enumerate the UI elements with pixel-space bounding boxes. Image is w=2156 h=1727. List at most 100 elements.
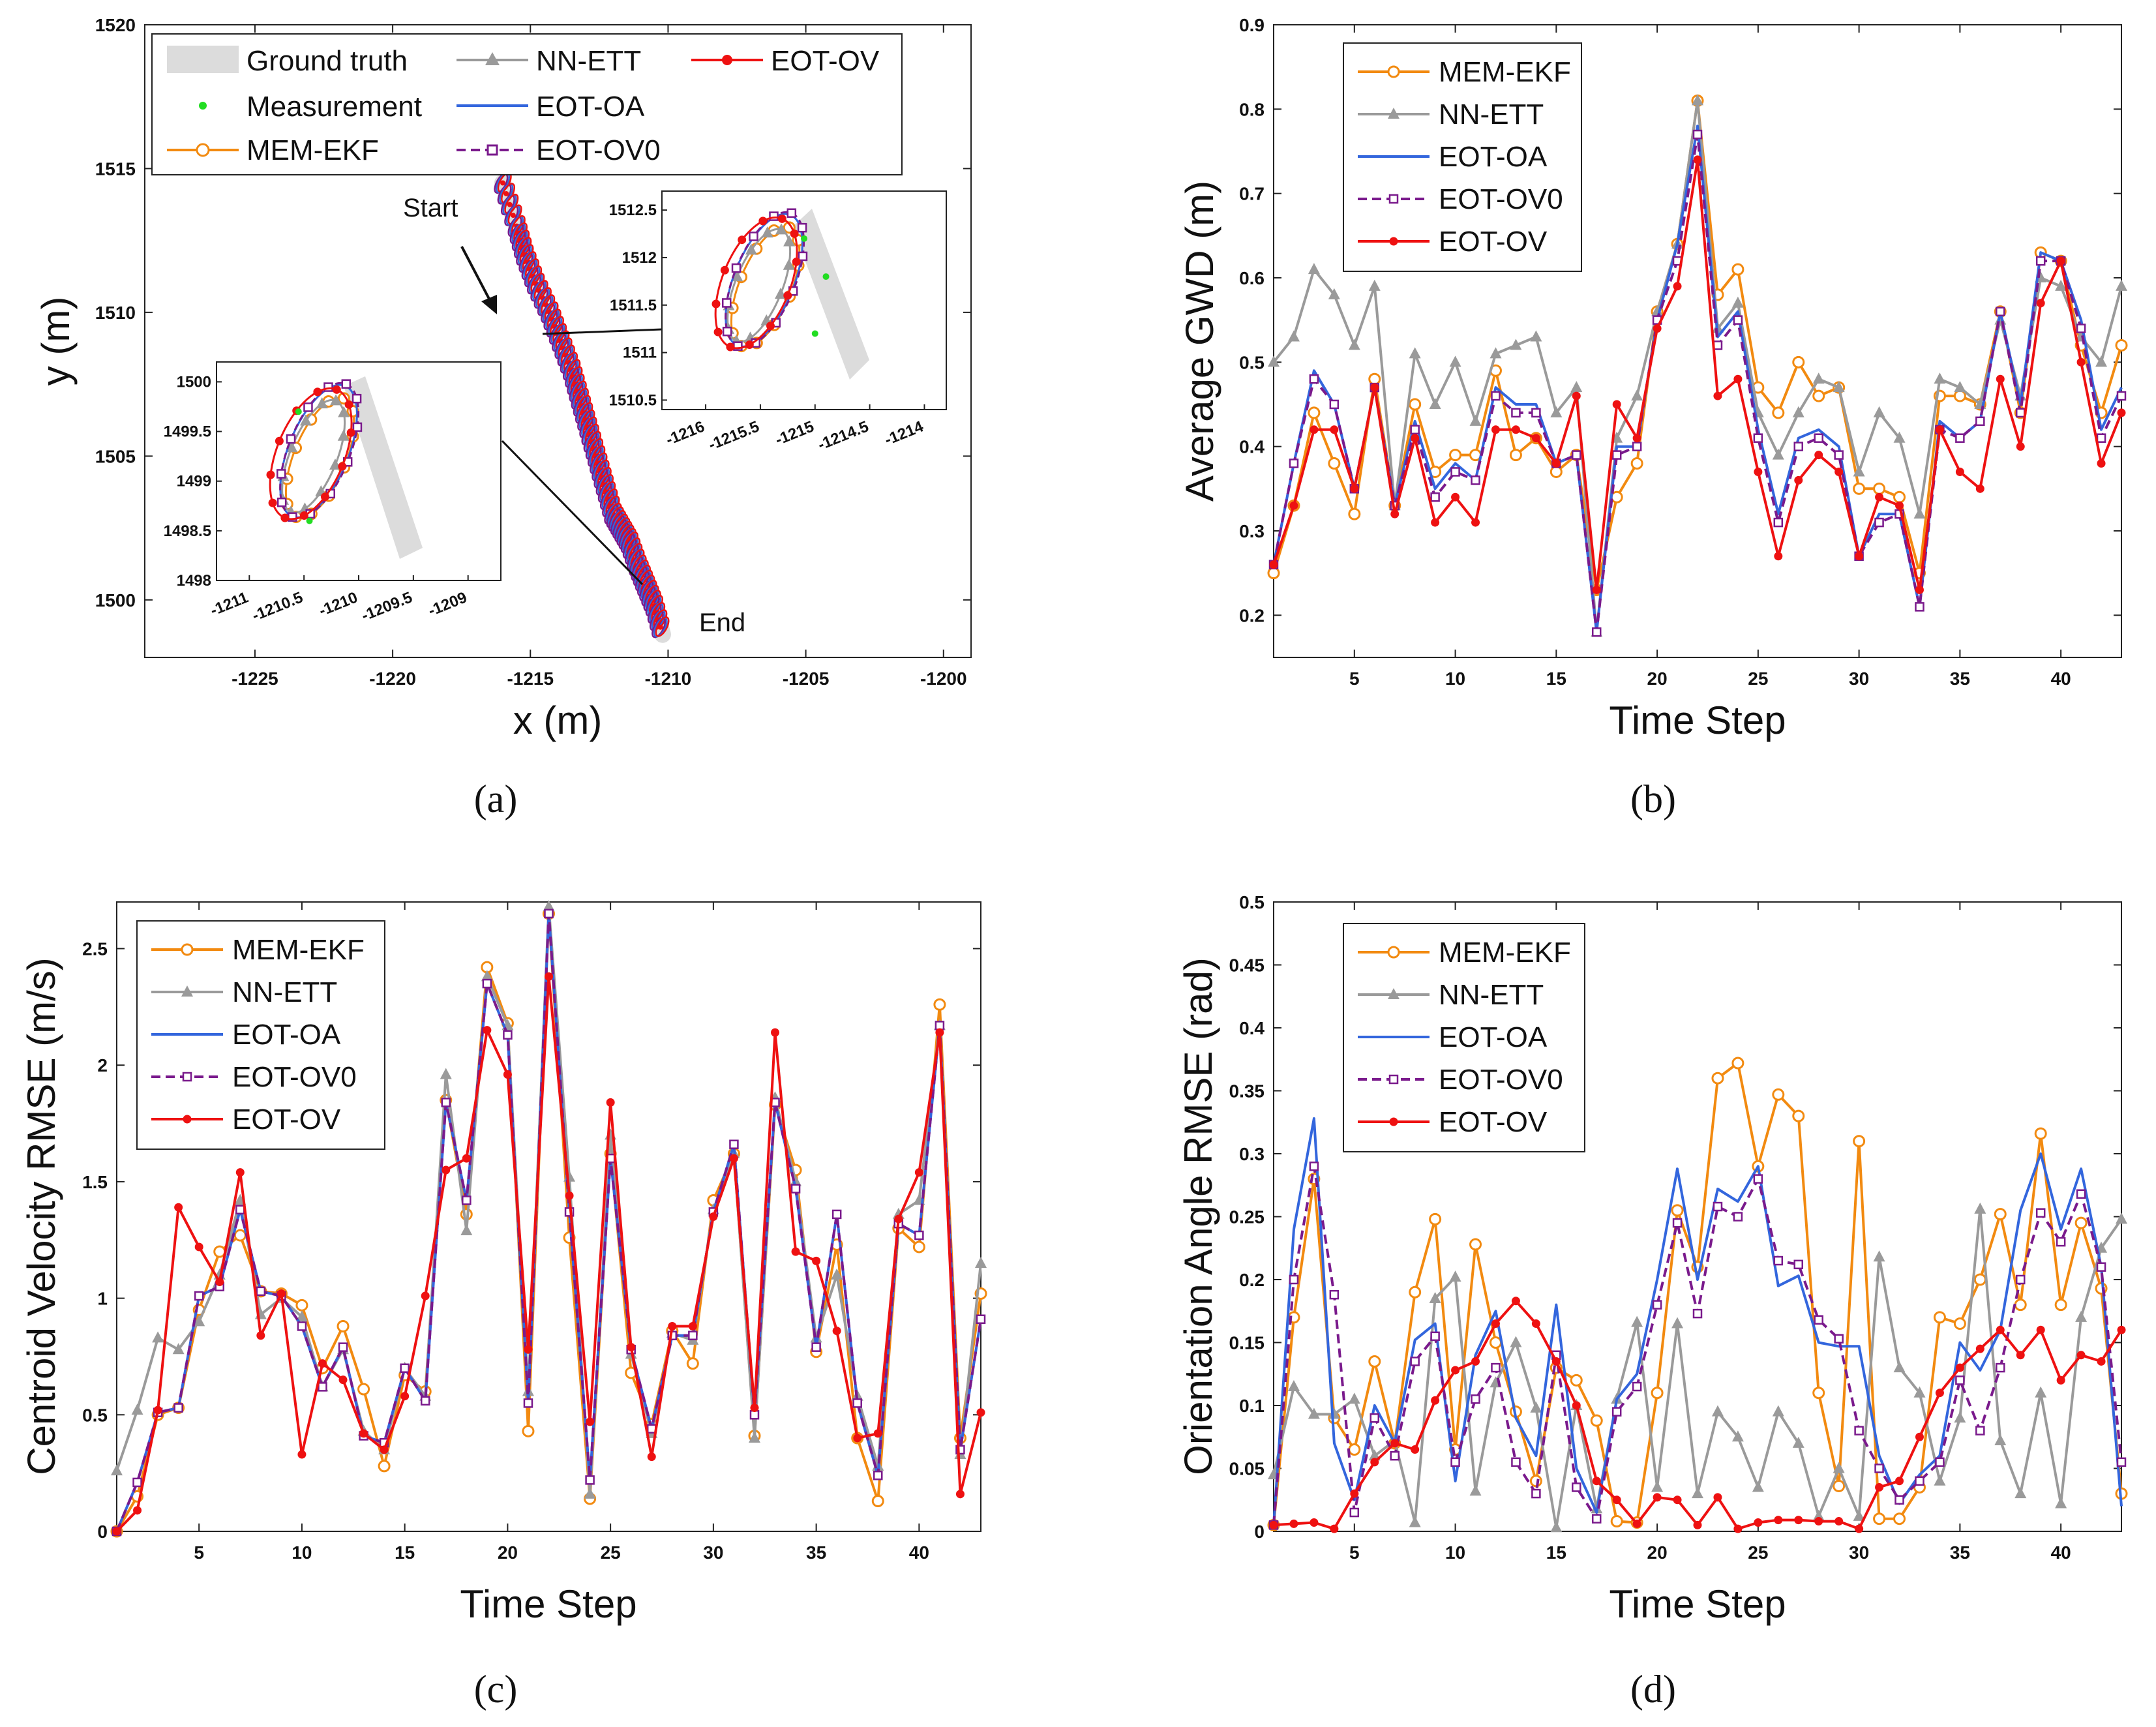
legend-box	[1343, 42, 1582, 272]
data-point	[1915, 1476, 1924, 1486]
data-point	[1692, 129, 1703, 140]
data-point	[153, 1405, 162, 1415]
inset-x-tick-label: -1216	[663, 418, 707, 449]
data-point	[522, 1424, 535, 1437]
data-point	[873, 1470, 883, 1480]
data-point	[1935, 425, 1944, 434]
data-point	[1632, 434, 1641, 443]
data-point	[2035, 1386, 2047, 1398]
data-point	[585, 1475, 595, 1485]
legend-label-nn-ett: NN-ETT	[1439, 98, 1544, 130]
data-point	[1590, 1414, 1603, 1427]
data-point	[1834, 467, 1844, 476]
data-point	[1328, 457, 1341, 470]
data-point	[235, 1205, 245, 1215]
data-point	[1793, 1259, 1804, 1270]
x-tick-label: 15	[395, 1542, 415, 1563]
data-point	[235, 1168, 245, 1177]
data-point	[1994, 1208, 2007, 1221]
data-point	[1491, 391, 1501, 401]
data-point	[215, 1278, 224, 1287]
data-point	[1349, 1507, 1360, 1518]
x-tick-label: 20	[1647, 668, 1668, 689]
inset-measurement	[811, 330, 818, 337]
data-point	[1773, 1255, 1784, 1266]
data-point	[1733, 1212, 1743, 1222]
data-point	[1390, 1439, 1400, 1448]
data-point	[172, 1343, 185, 1355]
data-point	[731, 263, 741, 273]
data-point	[1530, 1401, 1542, 1413]
y-tick-label: 2	[97, 1055, 108, 1075]
legend-eotov-label: EOT-OV	[771, 45, 880, 77]
data-point	[791, 1247, 800, 1256]
data-point	[750, 1404, 759, 1413]
data-point	[1431, 518, 1440, 527]
data-point	[2115, 338, 2128, 352]
data-point	[1269, 560, 1278, 569]
data-point	[1511, 1297, 1520, 1306]
data-point	[1570, 381, 1583, 393]
data-point	[1814, 451, 1823, 460]
data-point	[1792, 1109, 1805, 1122]
legend-measurement-marker	[199, 102, 207, 110]
data-point	[1490, 347, 1502, 359]
series-eot-oa	[1272, 1117, 2123, 1525]
data-point	[1287, 1380, 1300, 1392]
x-tick-label: 5	[1349, 1542, 1360, 1563]
y-axis-label: Centroid Velocity RMSE (m/s)	[20, 957, 63, 1475]
data-point	[775, 223, 788, 235]
x-tick-label: 10	[1445, 668, 1465, 689]
data-point	[783, 235, 796, 247]
x-tick-label: 5	[194, 1542, 204, 1563]
data-point	[181, 943, 194, 956]
data-point	[277, 469, 286, 479]
data-point	[1731, 1430, 1744, 1442]
data-point	[1793, 442, 1804, 451]
data-point	[1551, 1357, 1561, 1366]
data-point	[481, 970, 493, 982]
legend-measurement-label: Measurement	[247, 91, 422, 123]
caption-a: (a)	[474, 777, 518, 820]
data-point	[1975, 1426, 1985, 1435]
y-tick-label: 0.2	[1239, 1270, 1265, 1290]
start-arrowhead	[481, 295, 497, 314]
data-point	[1812, 1509, 1825, 1521]
data-point	[1996, 374, 2005, 383]
data-point	[1652, 1300, 1662, 1310]
data-point	[338, 462, 347, 471]
data-point	[713, 327, 723, 337]
data-point	[1772, 1405, 1784, 1417]
legend-label-nn-ett: NN-ETT	[232, 976, 337, 1008]
data-point	[2095, 355, 2108, 367]
legend-nnett-marker	[485, 52, 500, 65]
data-point	[1531, 1319, 1540, 1329]
data-point	[1632, 1381, 1642, 1392]
estimate-point	[510, 213, 516, 218]
data-point	[1915, 1432, 1924, 1441]
data-point	[1973, 1273, 1986, 1286]
data-point	[810, 1331, 822, 1343]
data-point	[955, 1490, 965, 1499]
data-point	[420, 1396, 430, 1406]
legend-label-eot-ov0: EOT-OV0	[1439, 183, 1563, 215]
legend-label-eot-oa: EOT-OA	[1439, 1021, 1548, 1053]
data-point	[1733, 315, 1743, 325]
data-point	[1387, 946, 1400, 959]
data-point	[303, 402, 313, 412]
caption-d: (d)	[1630, 1668, 1676, 1711]
y-tick-label: 0.5	[82, 1405, 108, 1425]
inset-y-tick-label: 1498.5	[164, 522, 211, 540]
data-point	[811, 1342, 821, 1352]
data-point	[1489, 1336, 1502, 1349]
data-point	[1429, 1291, 1441, 1303]
data-point	[1733, 1524, 1743, 1533]
data-point	[758, 217, 768, 226]
caption-b: (b)	[1630, 777, 1676, 820]
data-point	[440, 1068, 452, 1079]
data-point	[1409, 398, 1422, 411]
estimate-point	[507, 202, 513, 207]
data-point	[1935, 1457, 1945, 1467]
data-point	[688, 1330, 698, 1341]
data-point	[1310, 425, 1319, 434]
